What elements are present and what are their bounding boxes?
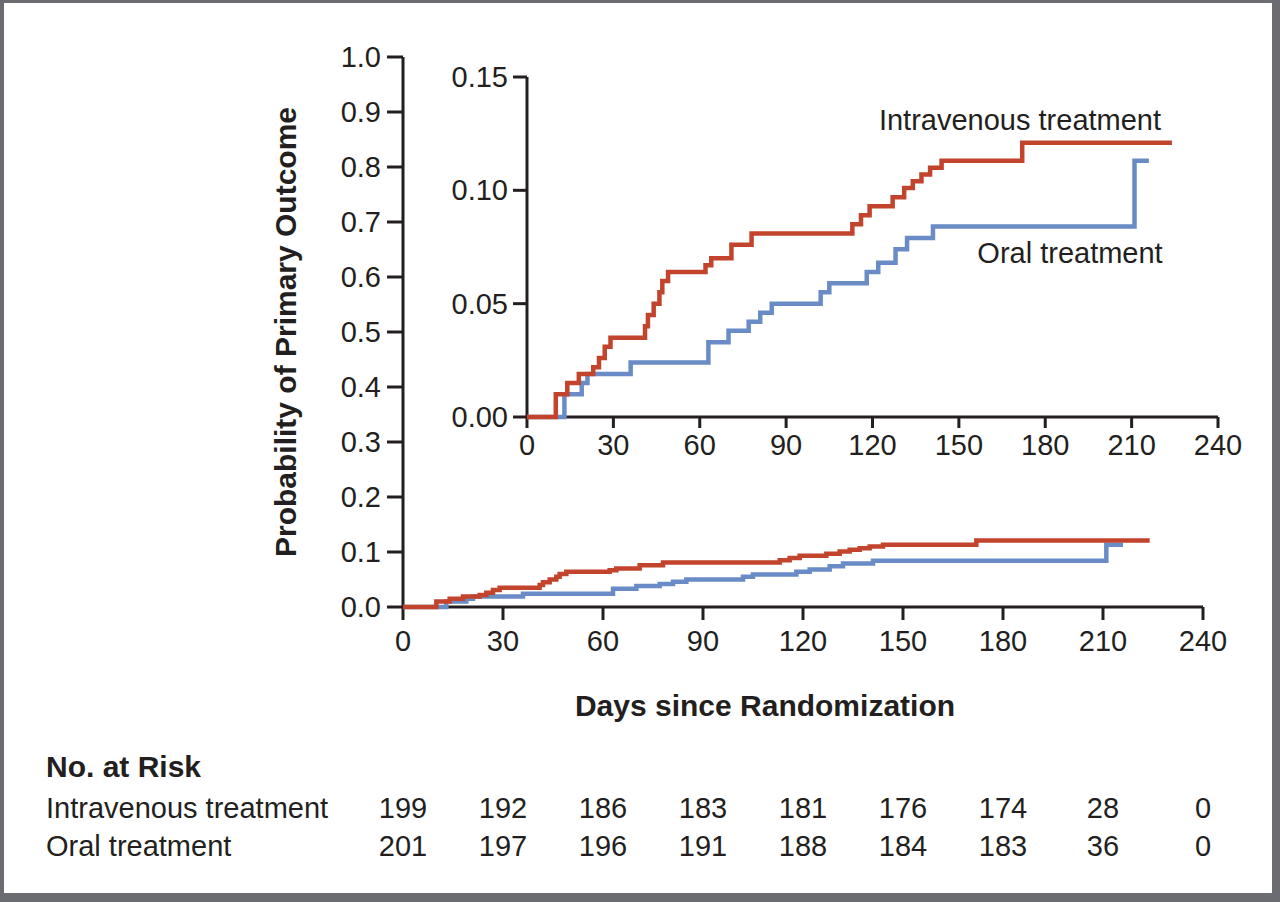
main-x-tick-label: 210 [1079, 625, 1127, 657]
risk-row-label-oral: Oral treatment [46, 830, 231, 862]
main-y-tick-label: 0.4 [341, 371, 381, 403]
main-x-tick-label: 120 [779, 625, 827, 657]
kaplan-meier-figure: 0 30 60 90 120 150 180 210 240 0.0 0.1 0.2 0.3 0.4 0.5… [0, 0, 1280, 902]
inset-x-tick-label: 60 [684, 429, 716, 461]
main-y-tick-label: 0.9 [341, 96, 381, 128]
inset-y-tick-label: 0.00 [452, 401, 508, 433]
main-y-tick-label: 0.3 [341, 426, 381, 458]
risk-value-intravenous: 0 [1195, 792, 1211, 824]
main-x-tick-label: 90 [687, 625, 719, 657]
risk-value-oral: 191 [679, 830, 727, 862]
inset-x-tick-label: 150 [935, 429, 983, 461]
main-x-tick-label: 150 [879, 625, 927, 657]
risk-value-intravenous: 176 [879, 792, 927, 824]
series-label-intravenous: Intravenous treatment [879, 104, 1161, 136]
risk-value-oral: 196 [579, 830, 627, 862]
inset-y-tick-label: 0.15 [452, 61, 508, 93]
main-y-tick-label: 0.5 [341, 316, 381, 348]
inset-y-tick-label: 0.05 [452, 288, 508, 320]
y-axis-title: Probability of Primary Outcome [269, 107, 302, 557]
risk-value-oral: 0 [1195, 830, 1211, 862]
risk-value-intravenous: 183 [679, 792, 727, 824]
inset-y-tick-label: 0.10 [452, 174, 508, 206]
main-y-tick-label: 0.0 [341, 591, 381, 623]
inset-x-tick-label: 210 [1107, 429, 1155, 461]
main-y-tick-label: 1.0 [341, 41, 381, 73]
series-label-oral: Oral treatment [977, 237, 1162, 269]
risk-value-intravenous: 192 [479, 792, 527, 824]
risk-value-intravenous: 199 [379, 792, 427, 824]
main-x-tick-label: 60 [587, 625, 619, 657]
risk-value-intravenous: 28 [1087, 792, 1119, 824]
main-y-tick-label: 0.1 [341, 536, 381, 568]
main-y-tick-label: 0.7 [341, 206, 381, 238]
inset-x-tick-label: 180 [1021, 429, 1069, 461]
main-y-tick-label: 0.2 [341, 481, 381, 513]
inset-x-tick-label: 120 [848, 429, 896, 461]
risk-value-oral: 184 [879, 830, 927, 862]
risk-value-oral: 201 [379, 830, 427, 862]
main-x-tick-label: 240 [1179, 625, 1227, 657]
risk-table-title: No. at Risk [46, 750, 201, 783]
risk-value-intravenous: 174 [979, 792, 1027, 824]
survival-chart-canvas: 0 30 60 90 120 150 180 210 240 0.0 0.1 0.2 0.3 0.4 0.5… [0, 0, 1280, 902]
inset-x-tick-label: 240 [1194, 429, 1242, 461]
inset-x-tick-label: 30 [597, 429, 629, 461]
inset-x-tick-label: 90 [770, 429, 802, 461]
risk-value-intravenous: 181 [779, 792, 827, 824]
main-series-line-oral [403, 545, 1123, 607]
main-y-tick-label: 0.6 [341, 261, 381, 293]
risk-value-oral: 197 [479, 830, 527, 862]
main-x-tick-label: 30 [487, 625, 519, 657]
main-x-tick-label: 0 [395, 625, 411, 657]
x-axis-title: Days since Randomization [575, 689, 955, 722]
risk-value-oral: 36 [1087, 830, 1119, 862]
main-x-tick-label: 180 [979, 625, 1027, 657]
inset-x-tick-label: 0 [519, 429, 535, 461]
main-y-tick-label: 0.8 [341, 151, 381, 183]
inset-series-line-oral [527, 161, 1149, 417]
risk-value-oral: 183 [979, 830, 1027, 862]
risk-row-label-intravenous: Intravenous treatment [46, 792, 328, 824]
risk-value-oral: 188 [779, 830, 827, 862]
risk-value-intravenous: 186 [579, 792, 627, 824]
